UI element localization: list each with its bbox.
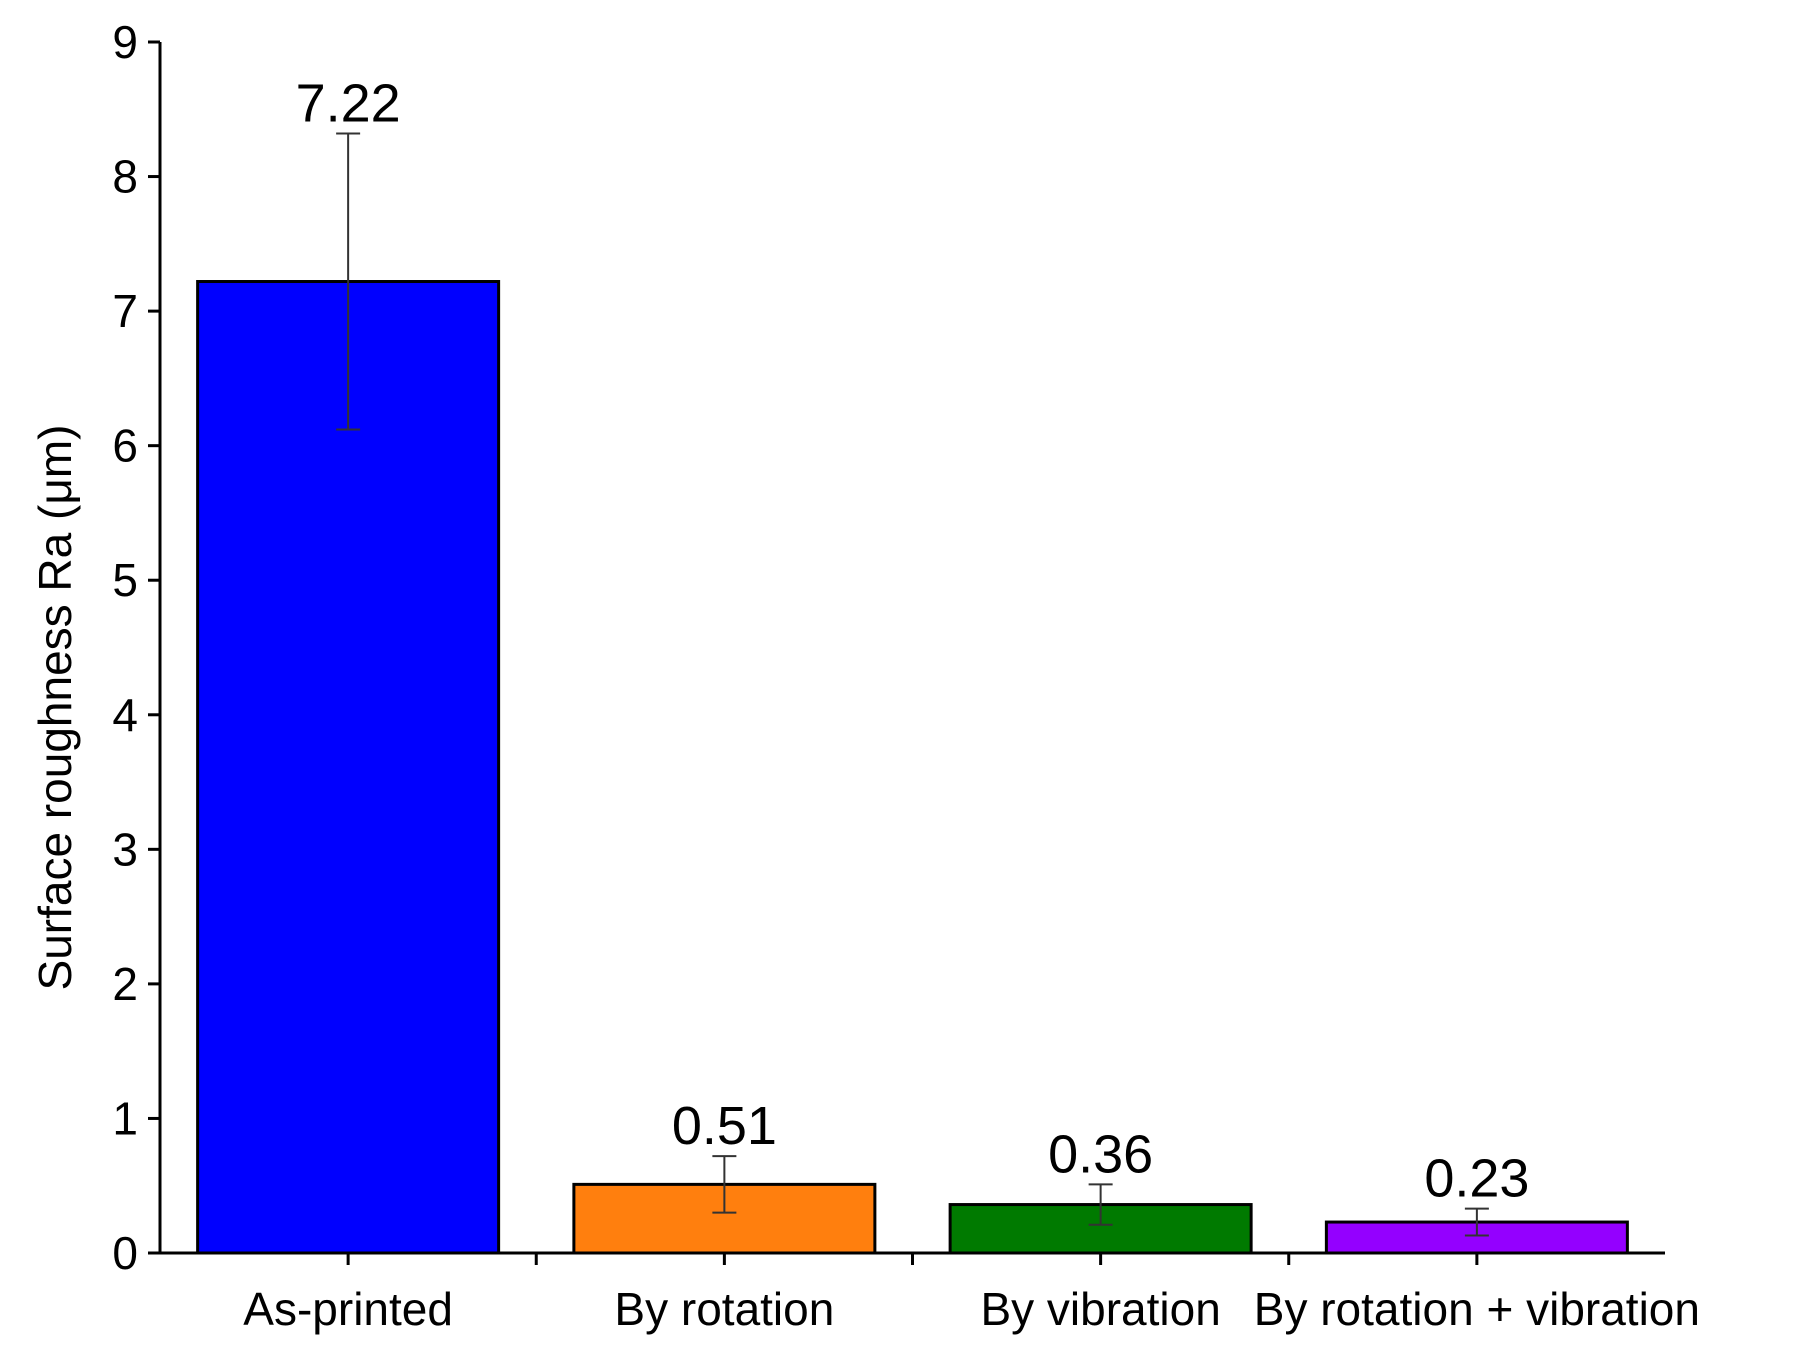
y-ticks-layer: 0 1 2 3 4 5 6 7 8 9 bbox=[112, 16, 160, 1279]
y-tick-label: 5 bbox=[112, 554, 138, 606]
y-tick-label: 8 bbox=[112, 151, 138, 203]
value-label: 0.23 bbox=[1424, 1149, 1529, 1209]
value-label: 0.36 bbox=[1048, 1124, 1153, 1184]
x-ticks-layer: As-printed By rotation By vibration By rota… bbox=[243, 1253, 1700, 1335]
y-tick-label: 4 bbox=[112, 689, 138, 741]
bar-0 bbox=[196, 280, 501, 1255]
y-tick-label: 7 bbox=[112, 285, 138, 337]
y-axis-title: Surface roughness Ra (μm) bbox=[29, 425, 81, 991]
bars-layer bbox=[196, 280, 1629, 1255]
axes-layer bbox=[148, 42, 1665, 1255]
x-category-label: By vibration bbox=[980, 1283, 1220, 1335]
x-category-label: As-printed bbox=[243, 1283, 453, 1335]
y-tick-label: 6 bbox=[112, 420, 138, 472]
y-tick-label: 3 bbox=[112, 823, 138, 875]
value-labels-layer: 7.22 0.51 0.36 0.23 bbox=[296, 73, 1530, 1208]
value-label: 7.22 bbox=[296, 73, 401, 133]
y-tick-label: 2 bbox=[112, 958, 138, 1010]
y-tick-label: 1 bbox=[112, 1092, 138, 1144]
value-label: 0.51 bbox=[672, 1096, 777, 1156]
x-category-label: By rotation bbox=[614, 1283, 834, 1335]
bar-3 bbox=[1324, 1220, 1629, 1255]
x-category-label: By rotation + vibration bbox=[1254, 1283, 1700, 1335]
y-tick-label: 9 bbox=[112, 16, 138, 68]
y-tick-label: 0 bbox=[112, 1227, 138, 1279]
error-bars-layer bbox=[336, 132, 1489, 1237]
